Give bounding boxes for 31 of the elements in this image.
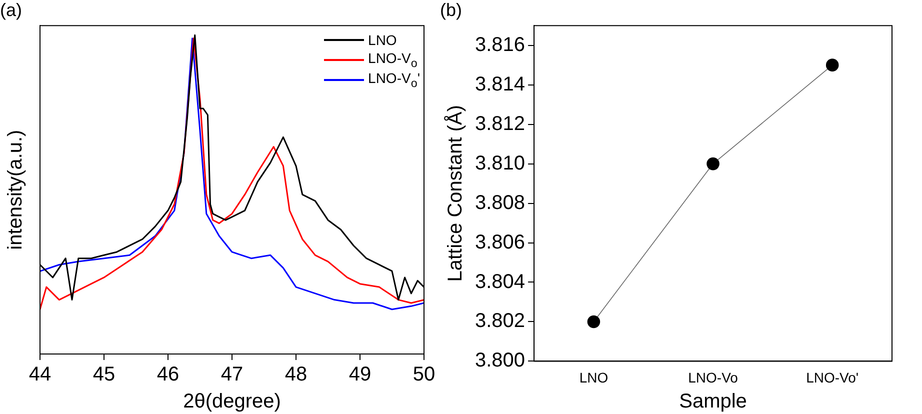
x-axis-title: Sample: [679, 390, 747, 413]
x-axis-title: 2θ(degree): [183, 390, 281, 413]
y-tick-label: 3.814: [474, 73, 526, 96]
x-tick-label: LNO-Vo: [688, 369, 738, 386]
y-tick-label: 3.816: [474, 34, 526, 56]
x-tick-label: 46: [156, 364, 180, 386]
legend-label: LNO-V$_{o}$': [368, 70, 420, 90]
point: [826, 58, 839, 72]
y-tick-label: 3.804: [474, 270, 526, 293]
x-tick-label: LNO-Vo': [806, 369, 859, 386]
y-axis-title: Lattice Constant (Å): [444, 105, 467, 282]
point: [587, 315, 600, 328]
x-tick-label: 47: [220, 364, 244, 386]
chart-title: (b): [440, 0, 462, 20]
y-tick-label: 3.802: [474, 310, 526, 332]
x-tick-label: 50: [412, 364, 436, 386]
chart-title: (a): [0, 0, 22, 20]
y-tick-label: 3.812: [474, 112, 526, 135]
y-axis-title: intensity(a.u.): [4, 130, 27, 250]
x-tick-label: 48: [284, 364, 308, 386]
legend-label: LNO: [368, 32, 397, 48]
y-tick-label: 3.800: [474, 350, 526, 372]
x-tick-label: LNO: [579, 369, 608, 386]
y-tick-label: 3.810: [474, 152, 526, 174]
x-tick-label: 49: [348, 364, 372, 386]
x-tick-label: 44: [28, 364, 52, 386]
legend-label: LNO-V$_{o}$: [368, 50, 418, 70]
y-tick-label: 3.808: [474, 192, 526, 214]
point: [706, 157, 720, 170]
x-tick-label: 45: [92, 364, 116, 386]
y-tick-label: 3.806: [474, 231, 526, 254]
